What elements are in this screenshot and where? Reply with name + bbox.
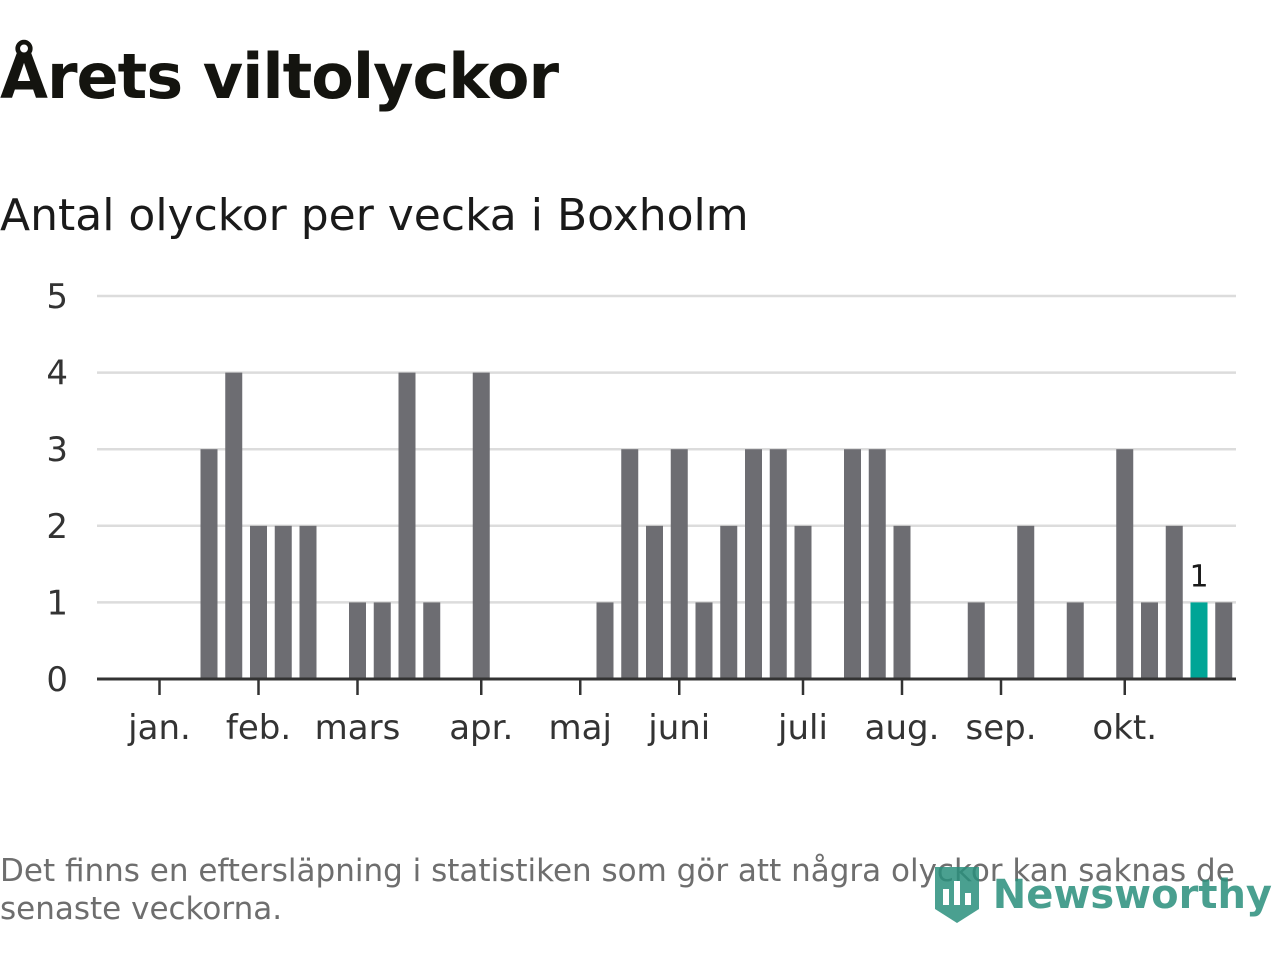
bar: [893, 525, 911, 679]
bar: [868, 449, 886, 679]
x-tick-label: juni: [647, 708, 710, 748]
bar: [745, 449, 762, 679]
highlight-bar: [1190, 602, 1208, 679]
x-tick-label: sep.: [965, 708, 1036, 748]
bar: [423, 602, 441, 679]
x-tick-label: jan.: [127, 708, 191, 748]
bar: [720, 525, 738, 679]
x-tick-label: aug.: [865, 708, 940, 748]
bar: [596, 602, 614, 679]
x-tick-label: maj: [549, 708, 612, 748]
y-tick-label: 2: [46, 507, 68, 547]
x-tick-label: apr.: [449, 708, 513, 748]
chart-subtitle: Antal olyckor per vecka i Boxholm: [0, 190, 749, 241]
highlight-data-label: 1: [1189, 559, 1208, 594]
bar: [794, 525, 812, 679]
bar: [646, 525, 663, 679]
bar: [200, 449, 218, 679]
bar: [1165, 525, 1183, 679]
bar: [472, 372, 490, 679]
bar: [349, 602, 366, 679]
bar: [670, 449, 688, 679]
bar: [373, 602, 391, 679]
x-tick-label: mars: [315, 708, 401, 748]
y-tick-label: 0: [46, 660, 68, 700]
bar: [225, 372, 243, 679]
bar: [695, 602, 713, 679]
y-tick-label: 3: [46, 430, 68, 470]
chart-title: Årets viltolyckor: [0, 40, 559, 113]
x-tick-label: okt.: [1092, 708, 1157, 748]
bar-chart: 0 1 2 3 4 5 1 jan. feb. mars apr. maj juni juli aug. se…: [46, 277, 1236, 748]
x-tick-label: feb.: [226, 708, 291, 748]
y-tick-label: 1: [46, 583, 68, 623]
bar: [769, 449, 787, 679]
bar: [967, 602, 985, 679]
bar: [274, 525, 292, 679]
bar: [844, 449, 861, 679]
bar: [1017, 525, 1035, 679]
bar: [398, 372, 416, 679]
y-tick-label: 5: [46, 277, 68, 317]
y-tick-label: 4: [46, 354, 68, 394]
bar: [1141, 602, 1158, 679]
brand-logo: Newsworthy: [931, 860, 1272, 930]
bar: [250, 525, 267, 679]
bar: [1116, 449, 1134, 679]
bar: [621, 449, 639, 679]
footnote: Det finns en eftersläpning i statistiken…: [0, 853, 1235, 927]
bar: [1215, 602, 1233, 679]
bar: [299, 525, 317, 679]
brand-name: Newsworthy: [992, 872, 1272, 918]
bar: [1066, 602, 1084, 679]
x-tick-label: juli: [777, 708, 828, 748]
newsworthy-logo-icon: [934, 867, 979, 923]
